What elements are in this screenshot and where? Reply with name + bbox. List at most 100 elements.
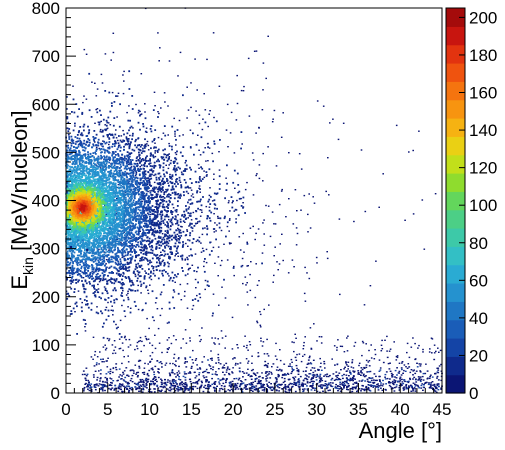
- heatmap-point: [215, 371, 217, 373]
- heatmap-point: [166, 348, 169, 350]
- heatmap-point: [242, 282, 244, 285]
- heatmap-point: [250, 378, 253, 380]
- heatmap-point: [145, 286, 147, 289]
- heatmap-point: [200, 242, 202, 244]
- heatmap-point: [224, 297, 227, 299]
- heatmap-point: [176, 233, 179, 236]
- heatmap-point: [309, 385, 312, 387]
- heatmap-point: [146, 140, 149, 143]
- heatmap-point: [345, 364, 348, 366]
- heatmap-point: [160, 386, 163, 388]
- heatmap-point: [117, 386, 120, 389]
- heatmap-point: [262, 62, 265, 64]
- heatmap-point: [130, 377, 133, 380]
- heatmap-point: [214, 343, 216, 345]
- heatmap-point: [312, 377, 314, 379]
- heatmap-point: [393, 382, 396, 384]
- heatmap-point: [129, 242, 132, 245]
- heatmap-point: [312, 380, 314, 383]
- heatmap-point: [132, 199, 135, 202]
- heatmap-point: [437, 371, 440, 374]
- heatmap-point: [346, 337, 348, 339]
- heatmap-point: [144, 386, 147, 388]
- heatmap-point: [124, 173, 127, 176]
- heatmap-point: [240, 380, 242, 382]
- heatmap-point: [251, 362, 253, 364]
- heatmap-point: [159, 183, 162, 186]
- heatmap-point: [112, 244, 115, 247]
- heatmap-point: [150, 147, 152, 150]
- heatmap-point: [97, 246, 100, 248]
- heatmap-point: [108, 257, 111, 260]
- heatmap-point: [137, 308, 140, 311]
- heatmap-point: [74, 271, 77, 274]
- heatmap-point: [81, 271, 84, 274]
- heatmap-point: [97, 259, 100, 262]
- heatmap-point: [337, 390, 339, 392]
- heatmap-point: [266, 371, 269, 373]
- heatmap-point: [174, 209, 177, 212]
- heatmap-point: [207, 142, 209, 145]
- heatmap-point: [243, 251, 245, 253]
- heatmap-point: [176, 181, 178, 183]
- heatmap-point: [135, 388, 137, 391]
- heatmap-point: [199, 154, 202, 156]
- heatmap-point: [178, 389, 181, 391]
- heatmap-point: [174, 160, 176, 163]
- heatmap-point: [339, 385, 341, 388]
- heatmap-point: [241, 264, 244, 267]
- heatmap-point: [89, 282, 91, 285]
- heatmap-point: [311, 367, 314, 369]
- heatmap-point: [318, 385, 320, 387]
- heatmap-point: [208, 385, 211, 388]
- heatmap-point: [188, 187, 190, 189]
- heatmap-point: [327, 389, 330, 392]
- heatmap-point: [143, 222, 146, 225]
- heatmap-point: [161, 260, 163, 263]
- heatmap-point: [274, 377, 277, 379]
- heatmap-point: [182, 385, 185, 387]
- heatmap-point: [424, 372, 427, 375]
- heatmap-point: [246, 265, 248, 267]
- heatmap-point: [115, 263, 118, 265]
- heatmap-point: [165, 383, 168, 386]
- heatmap-point: [134, 275, 137, 278]
- heatmap-point: [222, 366, 224, 368]
- heatmap-point: [122, 214, 125, 217]
- heatmap-point: [173, 387, 176, 389]
- heatmap-point: [217, 215, 219, 218]
- heatmap-point: [306, 363, 309, 365]
- heatmap-point: [380, 384, 382, 386]
- heatmap-point: [213, 199, 216, 202]
- heatmap-point: [365, 375, 367, 377]
- heatmap-point: [166, 381, 169, 383]
- heatmap-point: [141, 308, 144, 311]
- heatmap-point: [431, 338, 434, 340]
- heatmap-point: [109, 124, 112, 126]
- heatmap-point: [425, 382, 427, 384]
- heatmap-point: [184, 386, 187, 388]
- heatmap-point: [101, 82, 104, 84]
- heatmap-point: [361, 340, 364, 343]
- heatmap-point: [107, 297, 110, 299]
- heatmap-point: [144, 130, 147, 133]
- heatmap-point: [425, 363, 427, 365]
- heatmap-point: [92, 242, 95, 245]
- heatmap-point: [132, 372, 135, 374]
- heatmap-point: [365, 385, 368, 388]
- heatmap-point: [183, 213, 186, 216]
- heatmap-point: [95, 108, 97, 111]
- heatmap-point: [137, 245, 140, 248]
- heatmap-point: [380, 344, 383, 346]
- heatmap-point: [99, 279, 102, 282]
- heatmap-point: [118, 125, 121, 128]
- heatmap-point: [154, 302, 157, 304]
- heatmap-point: [104, 385, 106, 387]
- heatmap-point: [120, 135, 123, 137]
- heatmap-point: [280, 136, 283, 138]
- heatmap-point: [157, 111, 159, 113]
- heatmap-point: [382, 379, 384, 382]
- heatmap-point: [124, 251, 127, 254]
- heatmap-point: [142, 380, 145, 382]
- heatmap-point: [275, 369, 278, 371]
